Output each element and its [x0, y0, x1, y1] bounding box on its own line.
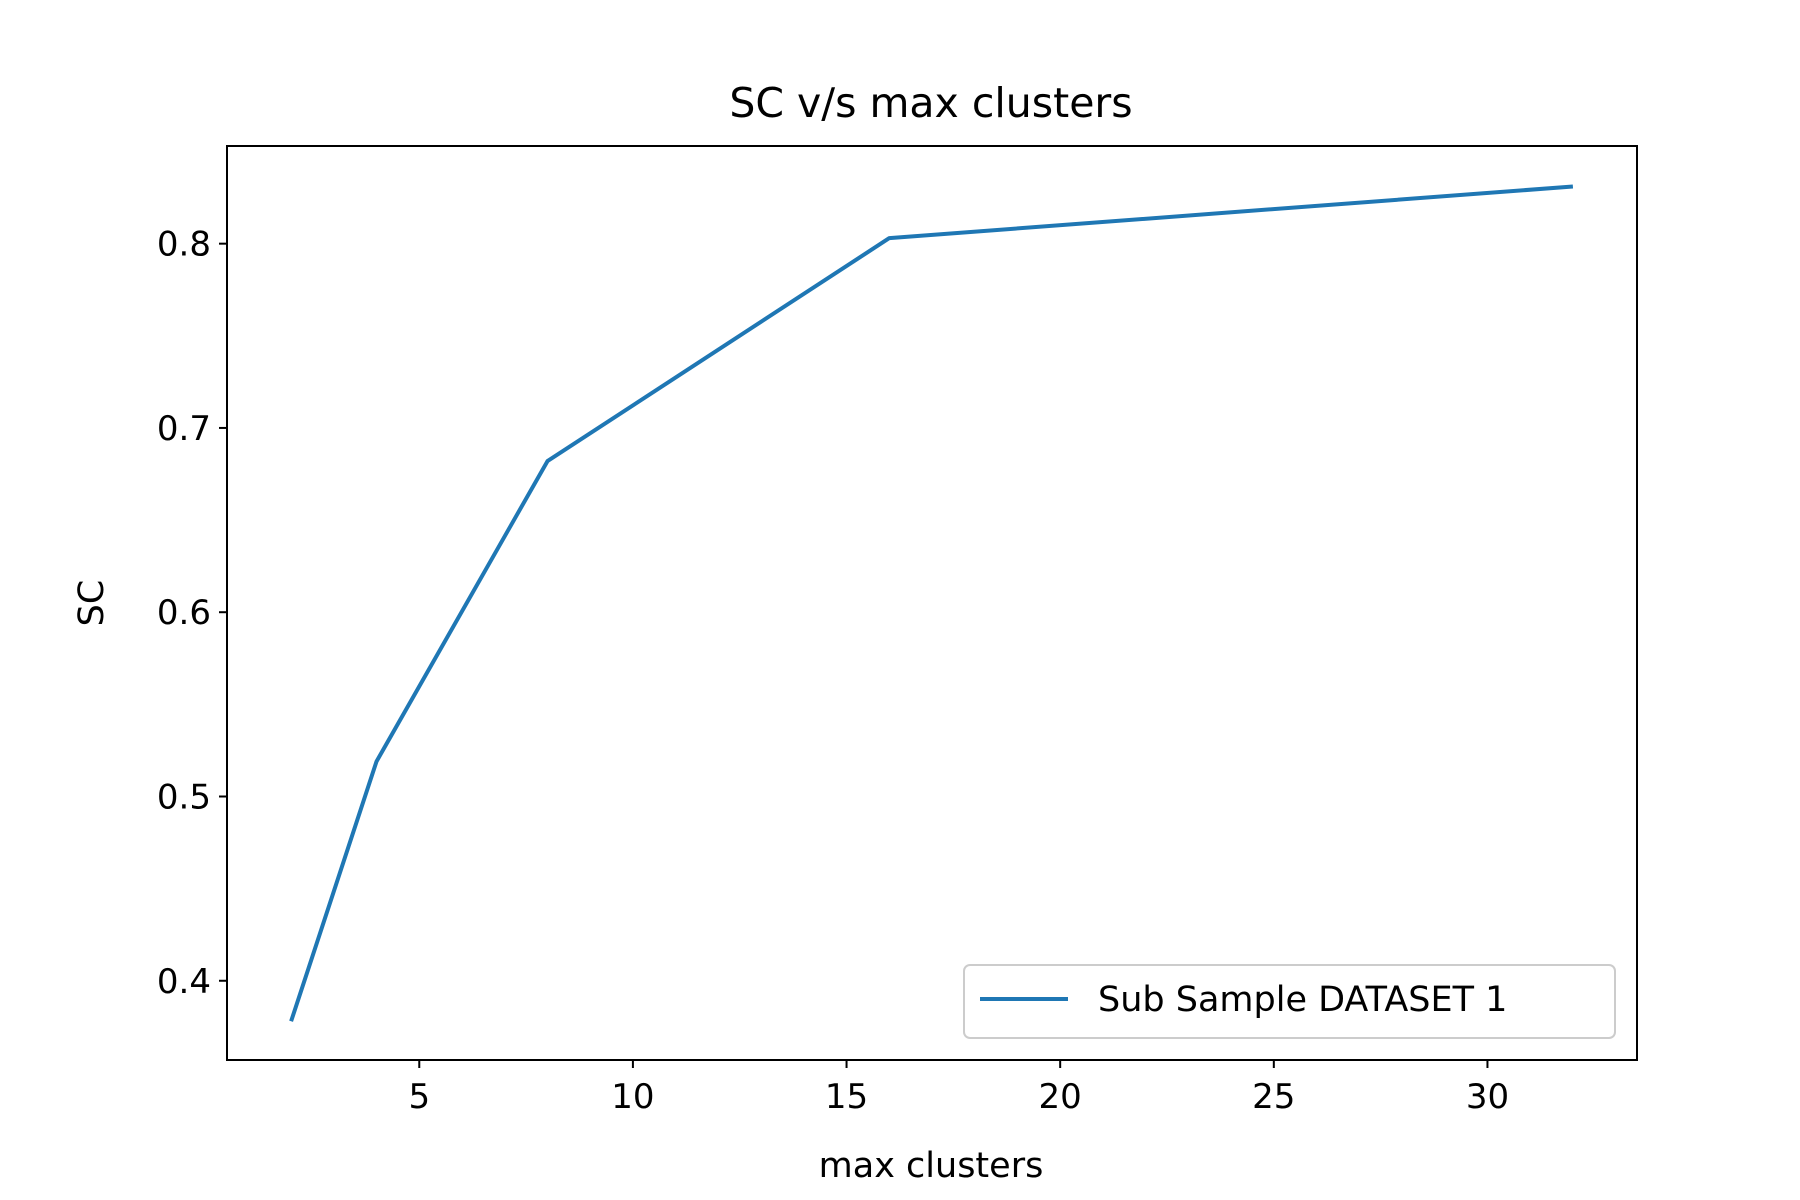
- axes-frame: [226, 145, 1638, 1061]
- x-axis-label: max clusters: [819, 1146, 1044, 1186]
- x-tick-label: 5: [408, 1077, 430, 1117]
- plot-area: [289, 184, 1574, 1022]
- legend: Sub Sample DATASET 1: [963, 964, 1616, 1039]
- y-tick-label: 0.4: [157, 962, 211, 1002]
- y-tick-label: 0.8: [157, 225, 211, 265]
- x-tick-label: 25: [1252, 1077, 1295, 1117]
- series-line-0: [289, 184, 1574, 1022]
- legend-label: Sub Sample DATASET 1: [1098, 980, 1507, 1020]
- y-tick-label: 0.6: [157, 593, 211, 633]
- x-tick-label: 30: [1466, 1077, 1509, 1117]
- x-tick-label: 15: [825, 1077, 868, 1117]
- y-axis-label: SC: [72, 580, 112, 627]
- y-tick-label: 0.5: [157, 777, 211, 817]
- chart-title: SC v/s max clusters: [729, 79, 1132, 127]
- legend-box: [963, 964, 1616, 1039]
- x-tick-label: 20: [1039, 1077, 1082, 1117]
- x-tick-label: 10: [611, 1077, 654, 1117]
- y-tick-label: 0.7: [157, 409, 211, 449]
- axis-ticks: 5 10 15 20 25 30 0.4 0.5 0.6 0.7 0.8: [157, 225, 1509, 1117]
